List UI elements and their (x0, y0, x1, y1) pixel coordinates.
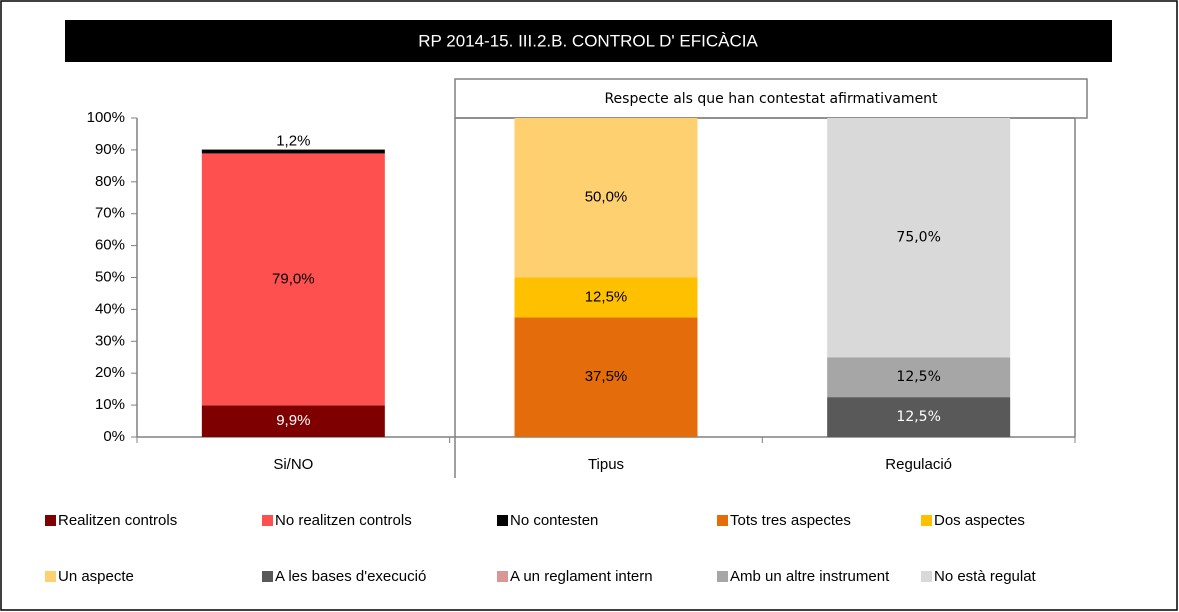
legend-swatch (262, 515, 273, 526)
y-tick-label: 0% (103, 428, 125, 445)
bar-segment (514, 118, 698, 278)
subtitle-box (454, 78, 1088, 119)
legend-label: A les bases d'execució (275, 568, 426, 585)
legend-label: Realitzen controls (58, 512, 177, 529)
chart-title: RP 2014-15. III.2.B. CONTROL D' EFICÀCIA (418, 31, 758, 50)
data-label: 50,0% (585, 189, 628, 206)
y-tick-label: 10% (95, 396, 125, 413)
legend-label: A un reglament intern (510, 568, 653, 585)
x-tick-label: Si/NO (273, 456, 313, 473)
legend-swatch (717, 571, 728, 582)
subtitle: Respecte als que han contestat afirmativ… (604, 91, 938, 107)
data-label: 1,2% (276, 133, 310, 150)
x-tick-label: Tipus (588, 456, 624, 473)
bar-segment (514, 277, 698, 318)
data-label: 9,9% (276, 412, 310, 429)
data-label: 12,5% (585, 288, 628, 305)
title-bar (65, 20, 1112, 62)
bar-segment (201, 405, 385, 437)
legend-label: Un aspecte (58, 568, 134, 585)
bar-segment (827, 397, 1011, 437)
bar-segment (827, 118, 1011, 358)
legend-swatch (497, 515, 508, 526)
legend-swatch (45, 571, 56, 582)
legend-label: Tots tres aspectes (730, 512, 851, 529)
y-tick-label: 100% (87, 109, 125, 126)
data-label: 37,5% (585, 368, 628, 385)
bar-segment (827, 357, 1011, 398)
legend-swatch (45, 515, 56, 526)
bar-segment (514, 317, 698, 437)
legend-label: No està regulat (934, 568, 1037, 585)
y-tick-label: 40% (95, 300, 125, 317)
data-label: 79,0% (272, 270, 315, 287)
legend-label: No realitzen controls (275, 512, 412, 529)
y-tick-label: 50% (95, 268, 125, 285)
legend-swatch (921, 515, 932, 526)
legend-label: Amb un altre instrument (730, 568, 890, 585)
x-tick-label: Regulació (885, 456, 952, 473)
legend-swatch (921, 571, 932, 582)
data-label: 12,5% (896, 409, 940, 425)
y-tick-label: 20% (95, 364, 125, 381)
legend-label: Dos aspectes (934, 512, 1025, 529)
bar-segment (201, 149, 385, 154)
legend-swatch (262, 571, 273, 582)
y-tick-label: 30% (95, 332, 125, 349)
y-tick-label: 60% (95, 237, 125, 254)
legend-label: No contesten (510, 512, 598, 529)
bar-segment (201, 153, 385, 406)
data-label: 75,0% (896, 230, 940, 246)
y-tick-label: 70% (95, 205, 125, 222)
y-tick-label: 80% (95, 173, 125, 190)
data-label: 12,5% (896, 369, 940, 385)
y-tick-label: 90% (95, 141, 125, 158)
legend-swatch (717, 515, 728, 526)
legend-swatch (497, 571, 508, 582)
